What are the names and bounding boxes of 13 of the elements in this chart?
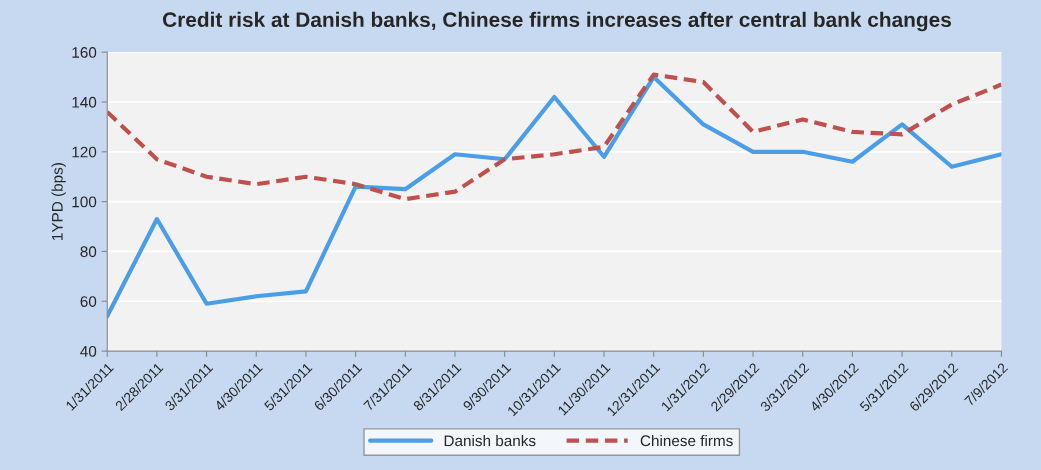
y-tick-label: 40 <box>80 345 97 357</box>
line-series <box>107 74 1002 319</box>
y-tick-label: 80 <box>80 246 97 258</box>
line-series <box>107 72 1002 202</box>
y-tick-label: 160 <box>72 47 97 58</box>
y-tick-label: 100 <box>72 196 97 208</box>
legend-label: Chinese firms <box>640 434 733 447</box>
y-axis-title: 1YPD (bps) <box>51 163 66 240</box>
y-tick-label: 120 <box>72 146 97 158</box>
y-tick-label: 60 <box>80 296 97 307</box>
y-tick-label: 140 <box>72 96 97 108</box>
chart-title: Credit risk at Danish banks, Chinese firms increases after central bank changes <box>162 11 951 32</box>
legend-label: Danish banks <box>444 434 536 447</box>
